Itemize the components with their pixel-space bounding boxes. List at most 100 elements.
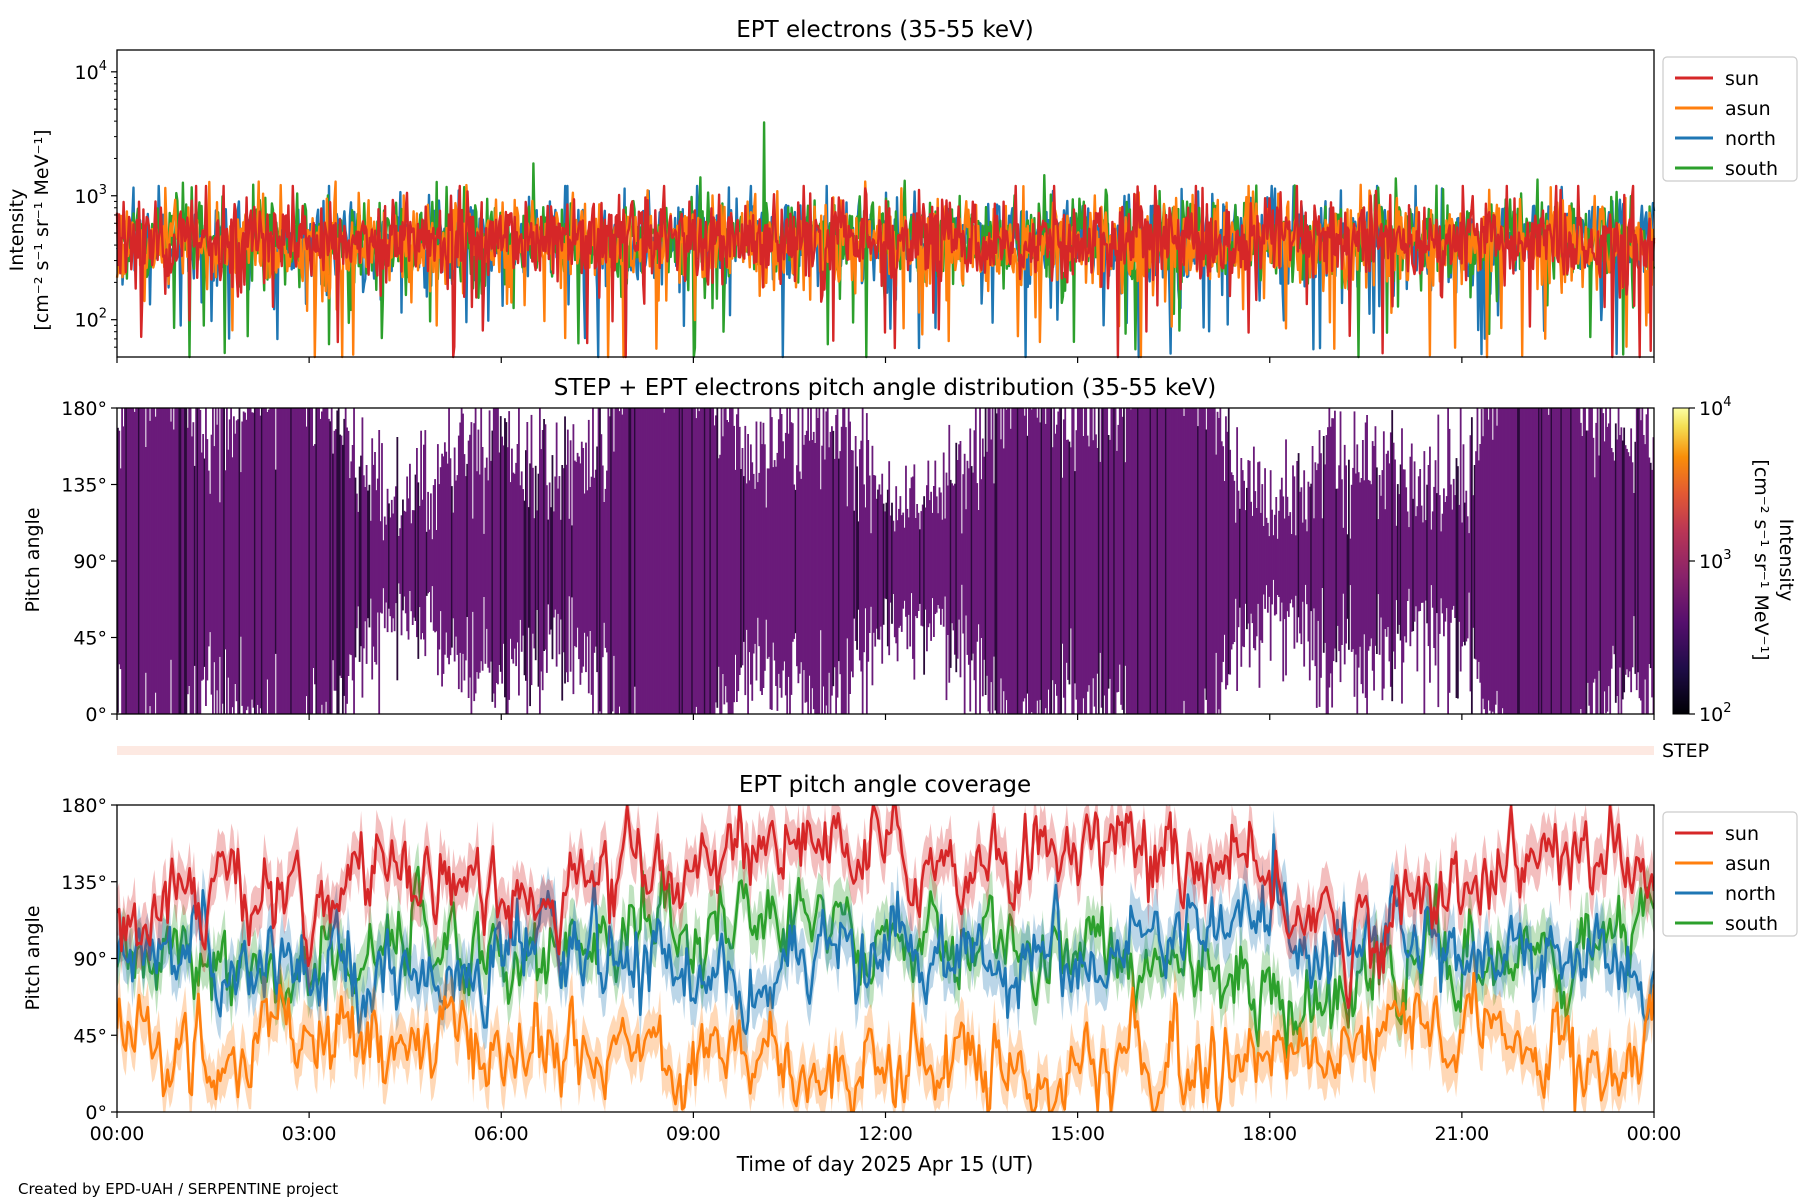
heatmap-cell bbox=[694, 408, 696, 714]
heatmap-cell bbox=[1240, 458, 1243, 667]
heatmap-cell bbox=[375, 490, 378, 665]
heatmap-cell bbox=[1144, 408, 1146, 714]
heatmap-cell bbox=[906, 508, 909, 650]
heatmap-cell bbox=[1227, 408, 1230, 675]
heatmap-cell bbox=[293, 408, 295, 714]
heatmap-cell bbox=[541, 430, 544, 691]
heatmap-cell bbox=[193, 465, 196, 666]
heatmap-cell bbox=[1452, 478, 1455, 606]
heatmap-cell bbox=[582, 448, 585, 667]
heatmap-cell bbox=[1575, 408, 1578, 714]
heatmap-cell bbox=[199, 409, 202, 714]
heatmap-cell bbox=[1121, 416, 1124, 710]
heatmap-cell bbox=[1241, 470, 1244, 647]
heatmap-cell bbox=[1259, 512, 1262, 641]
heatmap-cell bbox=[635, 408, 638, 714]
heatmap-cell bbox=[360, 455, 362, 647]
heatmap-cell bbox=[1371, 441, 1374, 671]
heatmap-cell bbox=[590, 476, 593, 695]
heatmap-cell bbox=[178, 408, 181, 714]
heatmap-cell bbox=[330, 408, 333, 714]
heatmap-cell bbox=[1264, 468, 1266, 609]
heatmap-cell bbox=[716, 408, 719, 708]
heatmap-cell bbox=[1089, 408, 1092, 714]
heatmap-cell bbox=[403, 510, 406, 597]
heatmap-cell bbox=[1184, 408, 1187, 714]
legend-label-asun: asun bbox=[1725, 853, 1771, 875]
colorbar-gradient bbox=[1672, 407, 1690, 715]
heatmap-cell bbox=[675, 408, 678, 714]
heatmap-cell bbox=[1076, 408, 1079, 714]
heatmap-cell bbox=[1462, 444, 1465, 642]
heatmap-cell bbox=[418, 505, 421, 608]
heatmap-cell bbox=[837, 458, 840, 662]
heatmap-cell bbox=[877, 489, 879, 640]
heatmap-cell bbox=[1162, 408, 1164, 714]
heatmap-cell bbox=[1005, 409, 1008, 701]
heatmap-cell bbox=[952, 485, 955, 631]
heatmap-cell bbox=[1012, 408, 1015, 714]
heatmap-cell bbox=[1208, 408, 1211, 714]
heatmap-cell bbox=[1398, 494, 1401, 625]
heatmap-cell bbox=[308, 408, 311, 714]
heatmap-cell bbox=[129, 408, 132, 714]
heatmap-cell bbox=[1589, 408, 1592, 714]
heatmap-cell bbox=[1310, 483, 1313, 612]
heatmap-cell bbox=[1328, 408, 1331, 688]
heatmap-cell bbox=[1215, 454, 1218, 653]
heatmap-cell bbox=[1378, 475, 1381, 655]
heatmap-cell bbox=[476, 471, 478, 673]
heatmap-cell bbox=[202, 434, 205, 680]
heatmap-cell bbox=[1561, 408, 1564, 714]
heatmap-cell bbox=[425, 531, 428, 596]
heatmap-cell bbox=[1113, 408, 1116, 714]
heatmap-cell bbox=[997, 408, 1000, 714]
heatmap-cell bbox=[720, 408, 723, 714]
heatmap-cell bbox=[1470, 417, 1473, 714]
heatmap-cell bbox=[182, 408, 185, 714]
heatmap-cell bbox=[1556, 408, 1558, 714]
heatmap-cell bbox=[592, 408, 594, 714]
heatmap-cell bbox=[540, 449, 543, 672]
y-tick-label: 0° bbox=[85, 1102, 107, 1124]
heatmap-cell bbox=[117, 427, 119, 713]
series-line-asun bbox=[117, 971, 1654, 1112]
panel3-yticks: 180° 135° 90° 45° 0° bbox=[61, 795, 117, 1124]
heatmap-cell bbox=[149, 420, 151, 707]
heatmap-cell bbox=[221, 408, 224, 704]
heatmap-cell bbox=[357, 511, 360, 607]
heatmap-cell bbox=[1079, 408, 1082, 714]
heatmap-cell bbox=[1254, 491, 1257, 651]
heatmap-cell bbox=[1596, 408, 1599, 714]
heatmap-cell bbox=[551, 455, 554, 660]
heatmap-cell bbox=[263, 408, 266, 714]
heatmap-cell bbox=[295, 408, 298, 714]
heatmap-cell bbox=[1237, 490, 1240, 628]
heatmap-cell bbox=[1430, 529, 1433, 586]
heatmap-cell bbox=[284, 408, 287, 714]
heatmap-cell bbox=[1194, 408, 1197, 714]
heatmap-cell bbox=[1251, 515, 1254, 624]
panel3-legend: sun asun north south bbox=[1662, 811, 1798, 937]
heatmap-cell bbox=[118, 430, 121, 665]
heatmap-cell bbox=[1303, 470, 1306, 667]
heatmap-cell bbox=[558, 476, 561, 655]
heatmap-cell bbox=[1480, 408, 1483, 714]
heatmap-cell bbox=[695, 418, 698, 707]
heatmap-cell bbox=[1132, 408, 1135, 714]
heatmap-cell bbox=[1405, 487, 1408, 643]
heatmap-cell bbox=[965, 509, 967, 616]
heatmap-cell bbox=[1074, 471, 1076, 684]
heatmap-cell bbox=[502, 445, 505, 644]
heatmap-cell bbox=[1191, 408, 1194, 714]
legend-label-sun: sun bbox=[1725, 68, 1759, 90]
heatmap-cell bbox=[1088, 446, 1090, 686]
heatmap-cell bbox=[1148, 408, 1150, 714]
heatmap-cell bbox=[1505, 408, 1508, 714]
heatmap-cell bbox=[400, 515, 403, 636]
heatmap-cell bbox=[287, 408, 290, 714]
heatmap-cell bbox=[1280, 477, 1283, 603]
heatmap-cell bbox=[1546, 408, 1549, 714]
heatmap-cell bbox=[578, 456, 580, 660]
heatmap-cell bbox=[525, 450, 527, 681]
